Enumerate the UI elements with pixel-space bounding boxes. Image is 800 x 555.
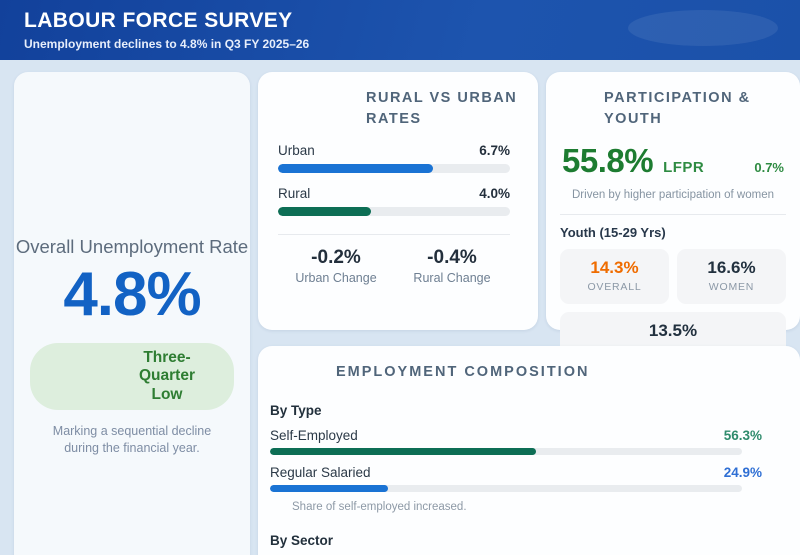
three-quarter-low-badge: Three-Quarter Low	[30, 343, 234, 410]
overall-rate-value: 4.8%	[63, 260, 201, 329]
overall-unemployment-card: Overall Unemployment Rate 4.8% Three-Qua…	[14, 72, 250, 555]
urban-change-label: Urban Change	[295, 271, 377, 286]
page-subtitle: Unemployment declines to 4.8% in Q3 FY 2…	[24, 37, 310, 51]
rural-change-label: Rural Change	[413, 271, 491, 286]
divider	[560, 214, 786, 216]
lfpr-label: LFPR	[663, 159, 705, 177]
participation-youth-card: PARTICIPATION & YOUTH 55.8% LFPR 0.7% Dr…	[546, 72, 800, 368]
lfpr-change: 0.7%	[754, 160, 784, 176]
dashboard-body: Overall Unemployment Rate 4.8% Three-Qua…	[0, 60, 800, 555]
youth-women-stat: 16.6% WOMEN	[677, 249, 786, 305]
employment-title: EMPLOYMENT COMPOSITION	[336, 364, 590, 380]
regular-salaried-bar-row: Regular Salaried 24.9%	[270, 465, 762, 493]
overall-rate-caption: Marking a sequential decline during the …	[52, 423, 212, 455]
employment-composition-card: EMPLOYMENT COMPOSITION By Type Self-Empl…	[258, 346, 800, 555]
urban-bar-label: Urban	[278, 143, 315, 159]
youth-women-value: 16.6%	[707, 258, 756, 278]
youth-stats: 14.3% OVERALL 16.6% WOMEN 13.5% MEN	[560, 249, 786, 368]
lfpr-note: Driven by higher participation of women	[572, 189, 774, 202]
by-sector-label: By Sector	[270, 533, 334, 549]
self-employed-bar-row: Self-Employed 56.3%	[270, 428, 762, 456]
youth-overall-value: 14.3%	[590, 258, 639, 278]
lfpr-value: 55.8%	[562, 142, 654, 180]
change-stats: -0.2% Urban Change -0.4% Rural Change	[278, 247, 510, 285]
rural-bar-fill	[278, 207, 371, 217]
page-title: LABOUR FORCE SURVEY	[24, 9, 293, 32]
employment-note: Share of self-employed increased.	[292, 501, 467, 514]
by-type-label: By Type	[270, 403, 322, 419]
urban-bar-fill	[278, 164, 434, 174]
urban-bar-row: Urban 6.7%	[278, 143, 510, 174]
urban-change-stat: -0.2% Urban Change	[278, 247, 394, 285]
rural-change-value: -0.4%	[427, 247, 477, 269]
youth-men-value: 13.5%	[648, 321, 698, 341]
youth-overall-stat: 14.3% OVERALL	[560, 249, 669, 305]
regular-salaried-track	[270, 485, 742, 493]
rural-change-stat: -0.4% Rural Change	[394, 247, 510, 285]
regular-salaried-value: 24.9%	[723, 465, 762, 481]
regular-salaried-fill	[270, 485, 388, 493]
rural-bar-row: Rural 4.0%	[278, 186, 510, 217]
badge-text: Three-Quarter Low	[139, 349, 195, 403]
youth-section-label: Youth (15-29 Yrs)	[560, 225, 666, 241]
rural-bar-label: Rural	[278, 186, 311, 202]
overall-rate-label: Overall Unemployment Rate	[15, 236, 249, 257]
decorative-ellipse	[628, 10, 778, 46]
regular-salaried-label: Regular Salaried	[270, 465, 371, 481]
youth-women-label: WOMEN	[708, 281, 755, 294]
header: LABOUR FORCE SURVEY Unemployment decline…	[0, 0, 800, 60]
urban-change-value: -0.2%	[311, 247, 361, 269]
divider	[278, 234, 510, 236]
youth-overall-label: OVERALL	[587, 281, 642, 294]
rural-urban-title: RURAL VS URBAN RATES	[366, 90, 518, 128]
rural-bar-value: 4.0%	[479, 186, 510, 202]
rural-urban-card: RURAL VS URBAN RATES Urban 6.7% Rural 4.…	[258, 72, 538, 330]
self-employed-label: Self-Employed	[270, 428, 358, 444]
urban-bar-track	[278, 164, 510, 174]
participation-title: PARTICIPATION & YOUTH	[604, 90, 751, 128]
self-employed-value: 56.3%	[723, 428, 762, 444]
rural-bar-track	[278, 207, 510, 217]
self-employed-fill	[270, 448, 536, 456]
lfpr-row: 55.8% LFPR 0.7%	[560, 142, 786, 180]
self-employed-track	[270, 448, 742, 456]
urban-bar-value: 6.7%	[479, 143, 510, 159]
